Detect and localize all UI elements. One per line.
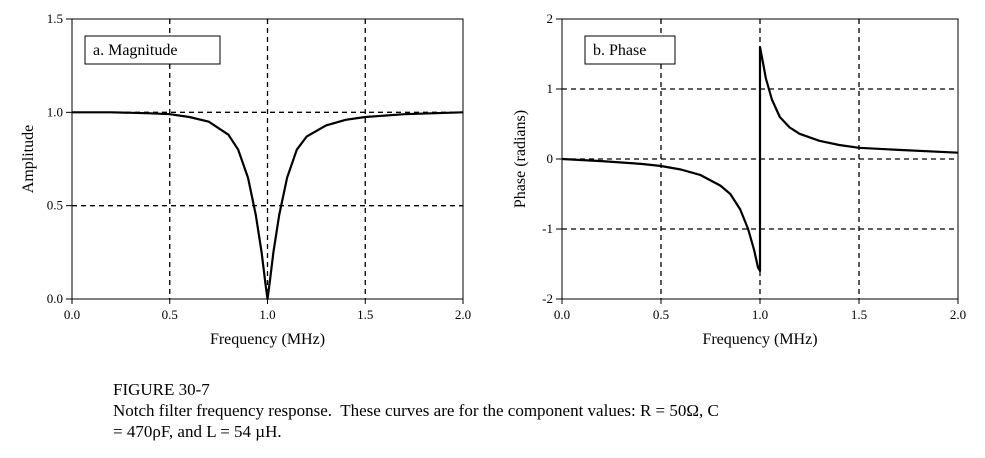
- panel-label-box: [84, 35, 221, 65]
- panel-label: a. Magnitude: [93, 42, 177, 59]
- y-tick-label: 1: [547, 81, 554, 96]
- x-tick-label: 1.0: [259, 307, 275, 322]
- figure-number: FIGURE 30-7: [113, 380, 210, 399]
- chart-panel-1: 0.0 0.5 1.0 1.5 2.0 0.0 0.5 1.0 1.5 a. Magnitude F…: [20, 11, 471, 348]
- y-axis-title: Phase (radians): [512, 110, 529, 208]
- x-tick-label: 2.0: [455, 307, 471, 322]
- x-tick-label: 0.5: [653, 307, 669, 322]
- series-line: [561, 45, 959, 273]
- x-tick-label: 0.5: [162, 307, 178, 322]
- series-line: [72, 111, 464, 301]
- panel-label: b. Phase: [593, 42, 646, 59]
- x-tick-label: 1.5: [357, 307, 373, 322]
- y-tick-label: -2: [542, 291, 553, 306]
- x-tick-label: 2.0: [950, 307, 966, 322]
- y-axis-title: Amplitude: [20, 125, 37, 193]
- y-tick-label: 0: [547, 151, 554, 166]
- caption-line-2: = 470ρF, and L = 54 µH.: [113, 422, 282, 441]
- y-tick-label: 0.0: [47, 291, 63, 306]
- y-tick-label: 1.0: [47, 104, 63, 119]
- x-axis-title: Frequency (MHz): [210, 331, 325, 348]
- y-tick-label: 2: [547, 11, 554, 26]
- y-tick-label: 0.5: [47, 198, 63, 213]
- x-tick-label: 0.0: [554, 307, 570, 322]
- chart-panel-2: 0.0 0.5 1.0 1.5 2.0 -2 -1 0 1 2 b. Phase Frequency …: [512, 11, 966, 348]
- x-tick-label: 1.5: [851, 307, 867, 322]
- x-tick-label: 1.0: [752, 307, 768, 322]
- x-tick-label: 0.0: [64, 307, 80, 322]
- x-axis-title: Frequency (MHz): [702, 331, 817, 348]
- y-tick-label: -1: [542, 221, 553, 236]
- y-tick-label: 1.5: [47, 11, 63, 26]
- figure-caption: FIGURE 30-7 Notch filter frequency respo…: [113, 379, 913, 442]
- panel-label-box: [584, 35, 676, 65]
- caption-line-1: Notch filter frequency response. These c…: [113, 401, 719, 420]
